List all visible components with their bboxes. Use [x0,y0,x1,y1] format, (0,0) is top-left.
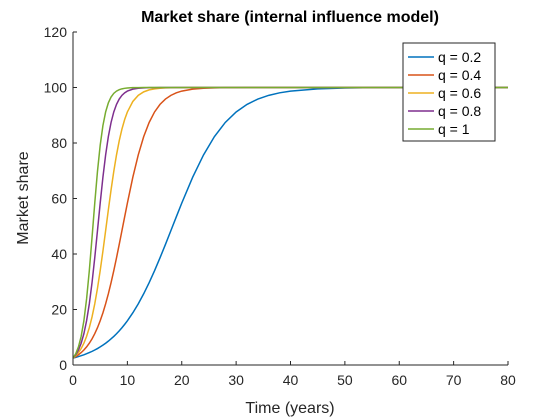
y-tick-label: 40 [51,246,67,262]
y-tick-label: 0 [59,357,67,373]
x-tick-label: 0 [69,372,77,388]
x-tick-label: 60 [391,372,407,388]
y-tick-label: 80 [51,135,67,151]
x-axis-label: Time (years) [245,400,334,417]
series-layer [72,86,509,359]
series-line-1 [72,86,509,359]
series-line-5 [72,86,508,359]
legend-box [402,42,496,142]
legend-label: q = 1 [438,121,470,137]
x-tick-label: 70 [446,372,462,388]
x-tick-label: 80 [500,372,516,388]
legend-label: q = 0.4 [438,67,481,83]
x-tick-label: 20 [174,372,190,388]
y-tick-label: 20 [51,302,67,318]
legend-label: q = 0.6 [438,85,481,101]
y-tick-label: 100 [44,80,68,96]
legend-label: q = 0.8 [438,103,481,119]
y-axis-label: Market share [15,151,32,244]
legend: q = 0.2 q = 0.4 q = 0.6 q = 0.8 q = 1 [402,42,496,142]
x-tick-label: 50 [337,372,353,388]
y-tick-label: 60 [51,191,67,207]
axes-layer: 0 10 20 30 40 50 60 70 80 0 20 40 60 80 100 120 [44,24,516,388]
x-tick-label: 30 [228,372,244,388]
chart-title: Market share (internal influence model) [141,9,439,26]
legend-label: q = 0.2 [438,49,481,65]
x-tick-label: 10 [120,372,136,388]
x-tick-label: 40 [283,372,299,388]
y-tick-label: 120 [44,24,68,40]
